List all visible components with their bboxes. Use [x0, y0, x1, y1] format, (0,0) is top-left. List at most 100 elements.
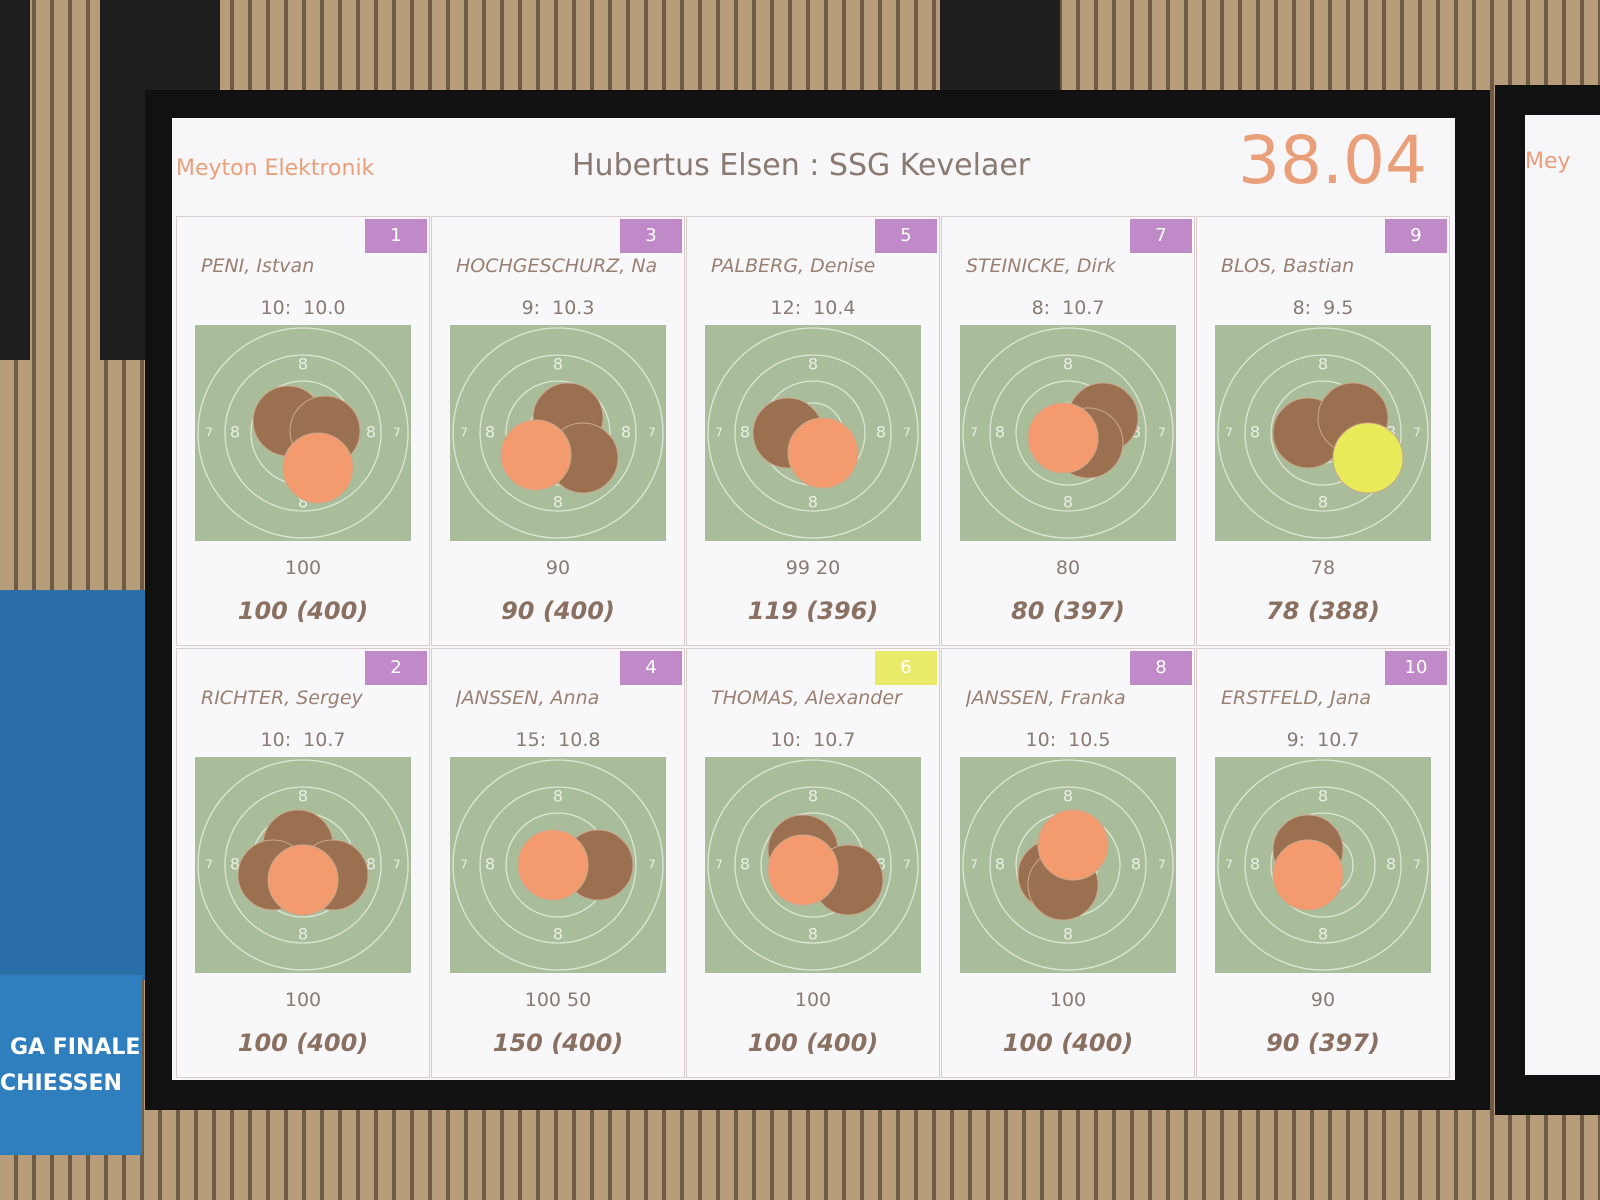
ring-label: 8: [553, 925, 563, 944]
scoreboard: Meyton Elektronik Hubertus Elsen : SSG K…: [172, 118, 1455, 1080]
ring-label: 8: [808, 493, 818, 512]
ring-label: 8: [808, 925, 818, 944]
ring-label: 8: [298, 493, 308, 512]
player-name: THOMAS, Alexander: [711, 687, 902, 709]
lane-badge: 7: [1130, 219, 1192, 253]
player-name: STEINICKE, Dirk: [966, 255, 1116, 277]
player-name: JANSSEN, Franka: [966, 687, 1126, 709]
target-ring: [962, 759, 1174, 971]
shot-hit: [517, 829, 589, 901]
ring-label: 8: [485, 855, 495, 874]
target-ring: [197, 327, 409, 539]
ring-label: 7: [648, 858, 656, 872]
ring-label: 8: [553, 787, 563, 806]
total-score: 100 (400): [1002, 1029, 1134, 1057]
ring-label: 7: [715, 858, 723, 872]
ring-label: 8: [1318, 787, 1328, 806]
shot-info: 9: 10.7: [1286, 729, 1360, 751]
wall: [940, 0, 1060, 90]
ring-label: 8: [1318, 493, 1328, 512]
ring-label: 7: [205, 426, 213, 440]
ring-label: 8: [298, 355, 308, 374]
banner: GA FINALE CHIESSEN: [0, 975, 142, 1155]
shot-info: 9: 10.3: [521, 297, 595, 319]
ring-label: 8: [1063, 925, 1073, 944]
ring-label: 8: [1318, 355, 1328, 374]
shot-hit: [1272, 839, 1344, 911]
shot-hit: [1332, 422, 1404, 494]
total-score: 150 (400): [492, 1029, 624, 1057]
player-name: RICHTER, Sergey: [201, 687, 363, 709]
lane-badge: 1: [365, 219, 427, 253]
target-ring: [962, 327, 1174, 539]
ring-label: 8: [995, 423, 1005, 442]
ring-label: 8: [808, 355, 818, 374]
ring-label: 7: [903, 858, 911, 872]
ring-label: 7: [460, 426, 468, 440]
player-name: BLOS, Bastian: [1221, 255, 1355, 277]
ring-label: 7: [1225, 426, 1233, 440]
side-brand: Mey: [1525, 149, 1571, 174]
target-ring: [479, 786, 637, 944]
target-ring: [707, 759, 919, 971]
lane-badge: 8: [1130, 651, 1192, 685]
lane-badge: 9: [1385, 219, 1447, 253]
ring-label: 7: [903, 426, 911, 440]
ring-label: 8: [995, 855, 1005, 874]
target-ring: [197, 759, 409, 971]
total-score: 80 (397): [1011, 597, 1125, 625]
series-score: 100: [1049, 989, 1087, 1011]
shot-info: 8: 10.7: [1031, 297, 1105, 319]
player-name: HOCHGESCHURZ, Na: [456, 255, 656, 277]
shot-hit: [500, 419, 572, 491]
target-ring: [1244, 354, 1402, 512]
clock: 38.04: [1238, 122, 1427, 199]
ring-label: 8: [553, 355, 563, 374]
target-ring: [1217, 327, 1429, 539]
ring-label: 8: [230, 855, 240, 874]
ring-label: 7: [970, 426, 978, 440]
ring-label: 7: [393, 858, 401, 872]
ring-label: 8: [1250, 855, 1260, 874]
shot-hit: [1037, 809, 1109, 881]
target-ring: [505, 380, 611, 486]
lane-badge: 4: [620, 651, 682, 685]
ring-label: 8: [876, 855, 886, 874]
shot-hit: [1027, 402, 1099, 474]
series-score: 100 50: [524, 989, 592, 1011]
total-score: 100 (400): [747, 1029, 879, 1057]
shot-info: 10: 10.7: [260, 729, 346, 751]
total-score: 119 (396): [747, 597, 879, 625]
total-score: 78 (388): [1266, 597, 1380, 625]
player-name: JANSSEN, Anna: [456, 687, 600, 709]
player-card: 3 HOCHGESCHURZ, Na 9: 10.3 8 8 8 8 7 7 90 90 (400): [431, 216, 685, 646]
shot-info: 12: 10.4: [770, 297, 856, 319]
title: Hubertus Elsen : SSG Kevelaer: [572, 148, 1031, 183]
ring-label: 8: [1318, 925, 1328, 944]
side-screen: Mey: [1525, 115, 1600, 1075]
ring-label: 8: [1063, 355, 1073, 374]
ring-label: 8: [740, 423, 750, 442]
ring-label: 8: [1386, 855, 1396, 874]
series-score: 78: [1310, 557, 1336, 579]
lane-badge: 5: [875, 219, 937, 253]
ring-label: 7: [970, 858, 978, 872]
target-ring: [707, 327, 919, 539]
ring-label: 7: [715, 426, 723, 440]
player-card: 2 RICHTER, Sergey 10: 10.7 8 8 8 8 7 7 100 100 (40…: [176, 648, 430, 1078]
ring-label: 7: [393, 426, 401, 440]
target-ring: [224, 786, 382, 944]
ring-label: 8: [1063, 787, 1073, 806]
player-card: 1 PENI, Istvan 10: 10.0 8 8 8 8 7 7 100 100 (400): [176, 216, 430, 646]
ring-label: 7: [1413, 858, 1421, 872]
series-score: 100: [284, 557, 322, 579]
series-score: 90: [1310, 989, 1336, 1011]
